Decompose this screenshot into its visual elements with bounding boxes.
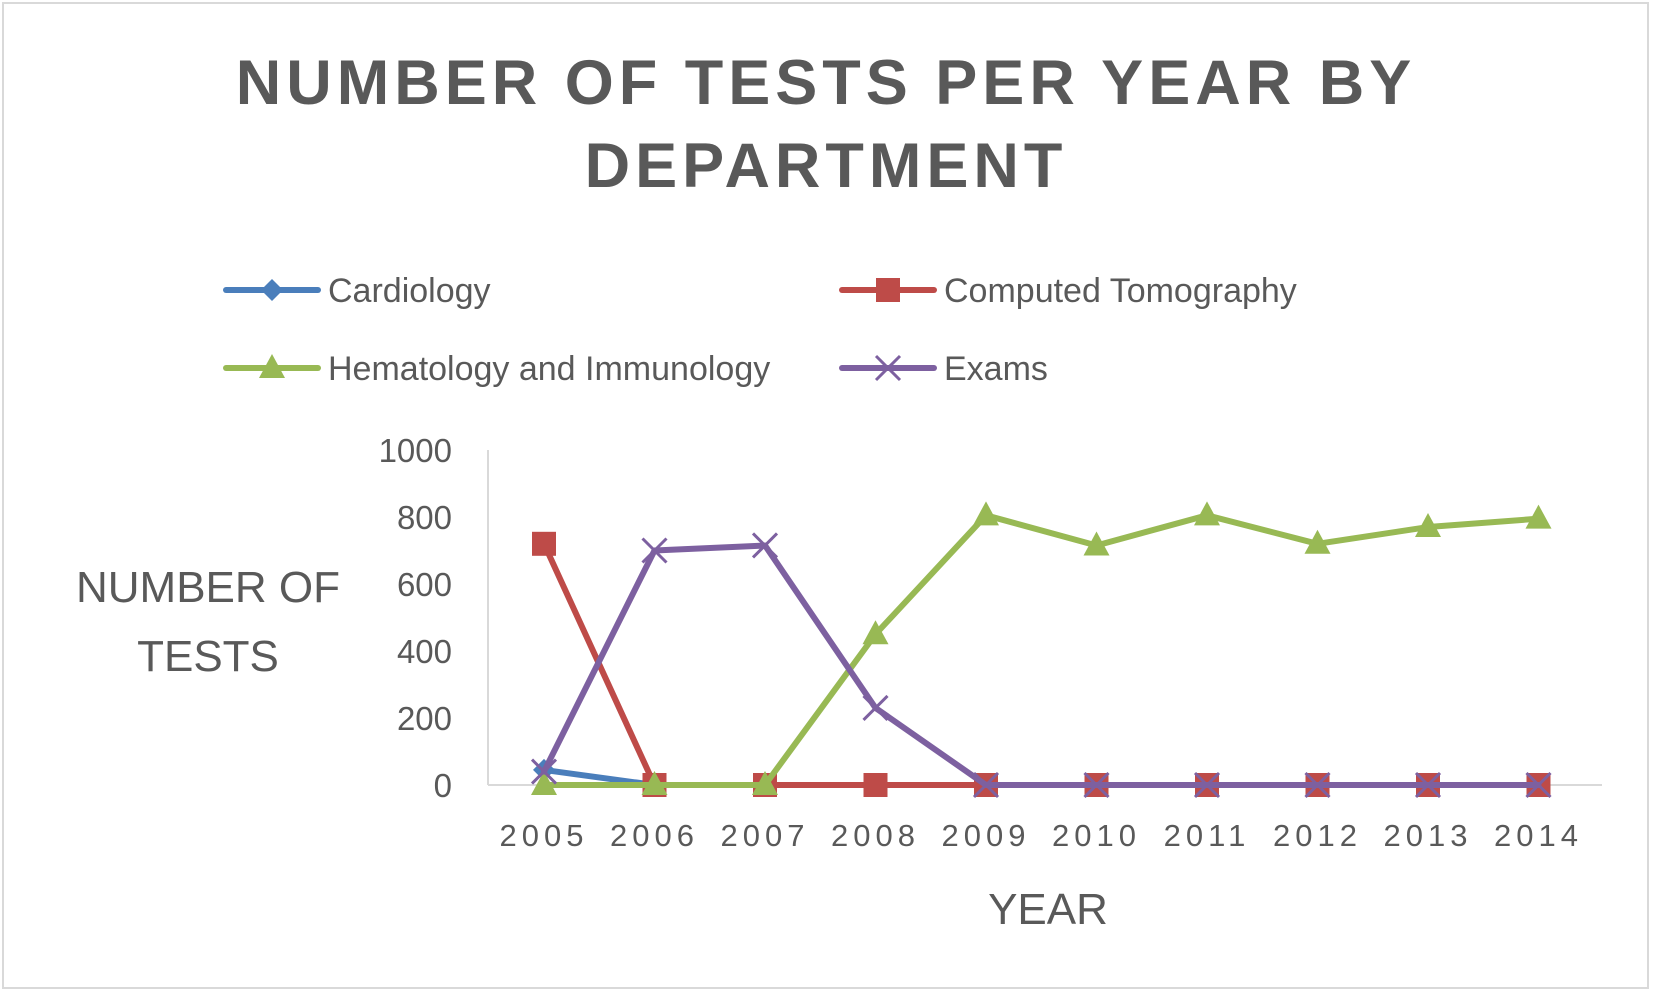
series-computed-tomography xyxy=(532,531,1551,797)
data-point xyxy=(973,501,999,526)
series-exams xyxy=(530,532,1552,799)
y-tick-label: 600 xyxy=(397,566,452,603)
data-point xyxy=(751,532,779,559)
legend-item: Exams xyxy=(839,350,1048,388)
y-axis-title-line: NUMBER OF xyxy=(76,563,340,612)
x-marker-stroke xyxy=(751,532,779,559)
x-tick-label: 2005 xyxy=(500,818,589,853)
legend-item: Hematology and Immunology xyxy=(223,350,770,388)
chart-title-line: DEPARTMENT xyxy=(585,131,1068,201)
data-point xyxy=(1193,771,1221,799)
x-tick-label: 2007 xyxy=(721,818,810,853)
data-point xyxy=(1525,771,1552,799)
x-marker-stroke xyxy=(862,694,889,722)
data-point xyxy=(1304,529,1331,554)
line-chart: NUMBER OF TESTS PER YEAR BY DEPARTMENT 0 20… xyxy=(76,48,1602,934)
y-axis-title-line: TESTS xyxy=(137,632,279,681)
legend-item: Cardiology xyxy=(223,272,491,310)
data-point xyxy=(530,758,558,785)
data-point xyxy=(863,773,888,797)
x-marker-stroke xyxy=(530,758,558,785)
legend-item: Computed Tomography xyxy=(839,272,1297,310)
y-tick-label: 0 xyxy=(434,767,452,804)
series-line xyxy=(541,542,1542,788)
data-point xyxy=(972,771,1000,799)
x-marker-stroke xyxy=(972,771,1000,799)
legend-label: Exams xyxy=(944,350,1048,388)
data-point xyxy=(752,771,778,795)
legend-marker xyxy=(876,278,900,302)
x-marker-stroke xyxy=(874,354,902,382)
x-marker-stroke xyxy=(1525,771,1552,799)
x-marker-stroke xyxy=(1193,771,1221,799)
data-point xyxy=(1415,513,1441,538)
x-marker-stroke xyxy=(1083,771,1110,799)
x-marker-stroke xyxy=(1414,771,1442,799)
y-tick-label: 1000 xyxy=(379,432,452,469)
data-point xyxy=(532,531,556,556)
x-tick-label: 2013 xyxy=(1384,818,1473,853)
data-point xyxy=(531,771,557,795)
x-tick-label: 2010 xyxy=(1052,818,1141,853)
x-axis-title: YEAR xyxy=(988,885,1108,934)
series-hematology-and-immunology xyxy=(531,501,1552,795)
data-point xyxy=(1414,771,1442,799)
x-marker-stroke xyxy=(641,537,668,564)
y-tick-label: 200 xyxy=(397,700,452,737)
series-line xyxy=(541,540,1542,788)
legend-label: Cardiology xyxy=(328,272,491,310)
data-point xyxy=(1304,771,1331,799)
y-tick-label: 800 xyxy=(397,499,452,536)
legend-label: Computed Tomography xyxy=(944,272,1297,310)
x-tick-label: 2006 xyxy=(610,818,699,853)
x-tick-label: 2011 xyxy=(1164,818,1251,853)
x-tick-label: 2009 xyxy=(942,818,1031,853)
data-point xyxy=(862,620,889,645)
x-marker-stroke xyxy=(1304,771,1331,799)
data-point xyxy=(862,694,889,722)
data-point xyxy=(1083,771,1110,799)
y-tick-label: 400 xyxy=(397,633,452,670)
legend-marker xyxy=(261,279,283,301)
x-tick-label: 2014 xyxy=(1494,818,1583,853)
legend-label: Hematology and Immunology xyxy=(328,350,770,388)
data-point xyxy=(1083,531,1110,556)
series-line xyxy=(541,512,1542,788)
data-point xyxy=(641,771,668,795)
x-tick-label: 2012 xyxy=(1273,818,1362,853)
data-point xyxy=(1194,501,1220,526)
legend-marker xyxy=(874,354,902,382)
x-tick-label: 2008 xyxy=(831,818,920,853)
data-point xyxy=(641,537,668,564)
chart-title-line: NUMBER OF TESTS PER YEAR BY xyxy=(236,48,1416,118)
legend-marker xyxy=(259,354,285,378)
data-point xyxy=(1525,504,1552,529)
